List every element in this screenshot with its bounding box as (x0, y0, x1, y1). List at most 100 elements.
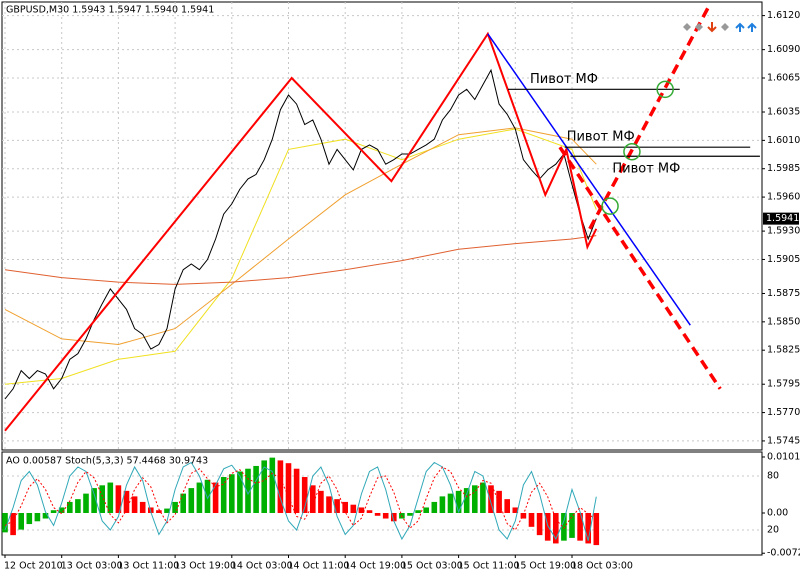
ao-bar (99, 485, 105, 513)
stochastic-line (4, 461, 597, 541)
y-tick-label: 1.6120 (767, 10, 800, 21)
ao-bar (318, 490, 324, 513)
pivot-label: Пивот МФ (567, 130, 635, 145)
ao-bar (285, 463, 292, 513)
ao-bar (204, 479, 211, 513)
ao-bar (585, 512, 591, 544)
ao-bar (528, 512, 535, 527)
x-tick-label: 15 Oct 11:00 (458, 561, 520, 572)
ao-bar (326, 496, 332, 513)
y-tick-label: 1.5905 (767, 254, 800, 265)
x-tick-label: 13 Oct 11:00 (117, 561, 179, 572)
y-tick-label: 1.5960 (767, 192, 800, 203)
x-tick-label: 14 Oct 03:00 (231, 561, 293, 572)
ao-bar (115, 485, 122, 513)
y2-tick-label: 80 (767, 471, 779, 482)
ao-bar (293, 468, 300, 513)
x-tick-label: 18 Oct 03:00 (571, 561, 633, 572)
ao-bar (83, 493, 89, 513)
y-tick-label: 1.6035 (767, 107, 800, 118)
y-tick-label: 0.01012 (767, 451, 800, 462)
ao-bar (455, 490, 462, 513)
drawn-line (588, 6, 710, 230)
ao-bar (536, 512, 543, 536)
ao-bar (131, 496, 138, 513)
ao-bar (123, 490, 130, 513)
ao-bar (407, 512, 413, 516)
ao-bar (229, 474, 235, 513)
ao-bar (366, 510, 373, 513)
price-line (4, 68, 597, 400)
x-tick-label: 15 Oct 03:00 (401, 561, 463, 572)
icon[interactable] (683, 23, 691, 31)
ao-bar (10, 512, 16, 536)
y-tick-label: 1.5825 (767, 345, 800, 356)
y-tick-label: 1.6090 (767, 44, 800, 55)
x-tick-label: 13 Oct 03:00 (61, 561, 123, 572)
marker-circle (656, 80, 674, 99)
ao-bar (374, 512, 381, 516)
ao-bar (67, 501, 73, 513)
icon[interactable] (721, 23, 729, 31)
chart-title: GBPUSD,M30 1.5943 1.5947 1.5940 1.5941 (6, 5, 214, 16)
ao-bar (58, 507, 65, 513)
ao-bar (463, 488, 470, 513)
ao-bar (180, 493, 186, 513)
ao-bar (107, 482, 114, 513)
ao-bar (139, 501, 146, 513)
ao-bar (350, 504, 357, 513)
y-tick-label: 1.5770 (767, 407, 800, 418)
y-tick-label: -0.00727 (767, 548, 800, 559)
y-tick-label: 1.5875 (767, 288, 800, 299)
ao-bar (310, 485, 316, 513)
drawn-line (4, 31, 598, 432)
ao-bar (18, 512, 24, 530)
marker-circle (601, 197, 619, 215)
y-tick-label: 0.00 (767, 507, 788, 518)
y2-tick-label: 20 (767, 524, 779, 535)
ao-bar (245, 468, 251, 513)
indicator-title: AO 0.00587 Stoch(5,3,3) 57.4468 30.9743 (6, 456, 208, 467)
ao-bar (301, 477, 308, 513)
ao-bar (358, 507, 365, 513)
y-tick-label: 1.6010 (767, 135, 800, 146)
icon[interactable] (735, 22, 745, 32)
ao-bar (237, 471, 243, 513)
ao-bar (26, 512, 33, 525)
ao-bar (164, 508, 170, 513)
ao-bar (488, 485, 494, 513)
ao-bar (50, 510, 57, 513)
x-tick-label: 13 Oct 19:00 (174, 561, 236, 572)
main-frame (1, 1, 763, 451)
pivot-label: Пивот МФ (530, 72, 598, 87)
stochastic-line (4, 466, 597, 531)
x-tick-label: 12 Oct 2010 (4, 561, 63, 572)
last-price-label: 1.5941 (766, 213, 799, 224)
ao-bar (212, 482, 219, 513)
icon[interactable] (747, 22, 757, 32)
ao-bar (512, 507, 519, 513)
ao-bar (75, 499, 81, 513)
ao-bar (342, 501, 348, 513)
pivot-label: Пивот МФ (612, 162, 680, 177)
last-price-box (763, 212, 799, 225)
main-plot: 1.6120 1.6090 1.6065 1.6035 1.6010 1.5985 1.59… (2, 2, 800, 450)
ao-bar (156, 510, 162, 513)
y-tick-label: 1.5930 (767, 226, 800, 237)
moving-average (4, 235, 597, 285)
icon[interactable] (695, 23, 703, 31)
x-tick-label: 14 Oct 11:00 (288, 561, 350, 572)
y-tick-label: 1.5795 (767, 379, 800, 390)
marker-circle (623, 142, 641, 161)
moving-average (4, 128, 597, 385)
ao-bar (253, 465, 259, 513)
moving-average (4, 127, 597, 346)
ao-bar (415, 510, 421, 513)
ao-bar (431, 501, 438, 513)
ao-bar (553, 512, 559, 544)
icon[interactable] (707, 22, 717, 33)
indicator-frame (1, 451, 763, 556)
ao-bar (269, 457, 276, 513)
ao-bar (577, 512, 583, 541)
